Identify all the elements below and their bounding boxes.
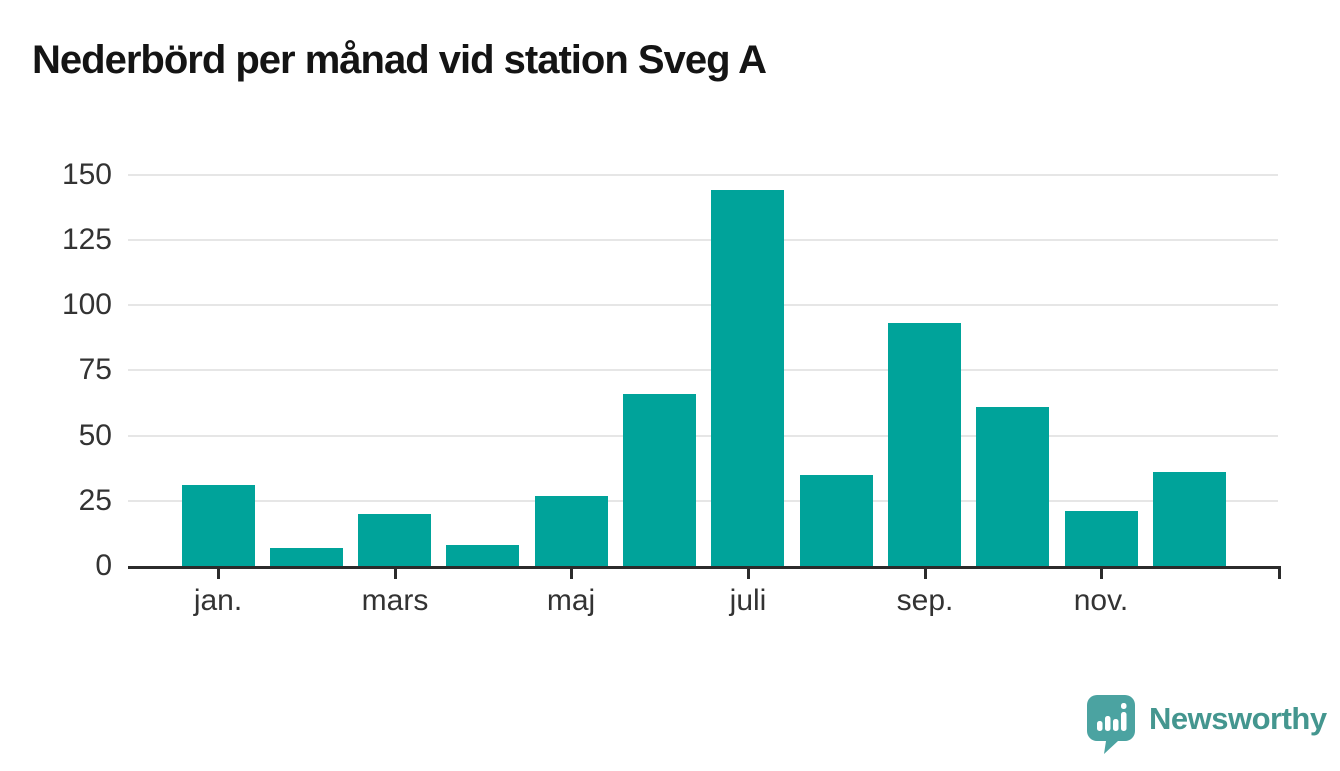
bar-juni <box>623 394 696 566</box>
x-tick <box>924 569 927 579</box>
y-tick-label: 125 <box>61 223 112 256</box>
bar-dec <box>1153 472 1226 566</box>
bar-jan <box>182 485 255 566</box>
logo-bar-1 <box>1097 721 1103 731</box>
logo-exclamation-dot <box>1121 703 1127 709</box>
y-gridline <box>128 369 1278 371</box>
y-tick-label: 25 <box>78 484 112 517</box>
y-tick-label: 150 <box>61 158 112 191</box>
x-tick <box>570 569 573 579</box>
y-tick-label: 75 <box>78 353 112 386</box>
logo-bar-3 <box>1113 719 1119 731</box>
x-tick <box>394 569 397 579</box>
x-tick <box>747 569 750 579</box>
newsworthy-logo-text: Newsworthy <box>1149 701 1327 736</box>
bar-maj <box>535 496 608 566</box>
logo-exclamation-bar <box>1121 712 1127 731</box>
logo-bar-2 <box>1105 716 1111 731</box>
x-tick-label: jan. <box>193 584 243 617</box>
x-tick <box>1100 569 1103 579</box>
x-axis-end-tick <box>1278 569 1281 579</box>
bar-aug <box>800 475 873 566</box>
bar-feb <box>270 548 343 566</box>
x-tick-label: mars <box>361 584 429 617</box>
y-gridline <box>128 435 1278 437</box>
bar-apr <box>446 545 519 566</box>
y-gridline <box>128 500 1278 502</box>
bar-nov <box>1065 511 1138 566</box>
y-gridline <box>128 304 1278 306</box>
x-tick <box>217 569 220 579</box>
chart-title: Nederbörd per månad vid station Sveg A <box>32 38 767 82</box>
newsworthy-speech-bubble-barchart-icon <box>1087 695 1135 754</box>
speech-bubble-shape <box>1087 695 1135 754</box>
bar-juli <box>711 190 784 566</box>
y-gridline <box>128 239 1278 241</box>
bar-okt <box>976 407 1049 566</box>
bar-sep <box>888 323 961 566</box>
x-tick-label: sep. <box>896 584 954 617</box>
newsworthy-branding: Newsworthy <box>1087 695 1327 755</box>
y-tick-label: 100 <box>61 288 112 321</box>
x-axis-line <box>128 566 1281 569</box>
y-tick-label: 50 <box>78 419 112 452</box>
x-tick-label: nov. <box>1073 584 1129 617</box>
x-tick-label: maj <box>546 584 596 617</box>
bar-mars <box>358 514 431 566</box>
y-tick-label: 0 <box>95 549 112 582</box>
y-gridline <box>128 174 1278 176</box>
x-tick-label: juli <box>729 584 767 617</box>
